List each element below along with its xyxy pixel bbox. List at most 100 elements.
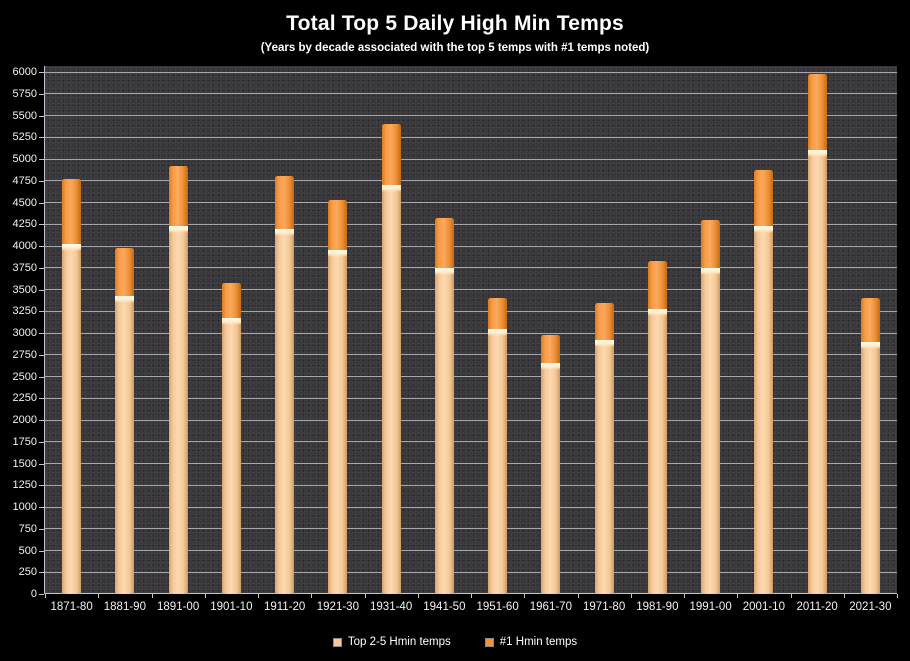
y-tick-label: 2500	[12, 370, 37, 383]
y-tick-label: 500	[18, 544, 37, 557]
bar-bevel-highlight	[861, 298, 880, 303]
bar-segment-top25-2011-20	[807, 150, 827, 594]
gridline	[45, 245, 897, 247]
bar-bevel-highlight	[221, 317, 241, 325]
y-axis-tick	[39, 180, 44, 182]
y-tick-label: 4250	[12, 218, 37, 231]
y-tick-label: 5500	[12, 109, 37, 122]
gridline	[45, 397, 897, 399]
y-tick-label: 2250	[12, 392, 37, 405]
gridline	[45, 71, 897, 73]
bar-bevel-highlight	[435, 218, 454, 223]
y-tick-label: 250	[18, 566, 37, 579]
legend: Top 2-5 Hmin temps #1 Hmin temps	[0, 632, 910, 652]
x-axis-tick	[311, 594, 313, 598]
gridline	[45, 115, 897, 116]
x-tick-label: 1921-30	[316, 601, 359, 613]
y-axis-tick	[39, 376, 44, 378]
x-axis-line	[44, 593, 897, 594]
y-axis-tick	[39, 550, 44, 552]
bar-bevel-highlight	[541, 363, 561, 371]
gridline	[45, 202, 897, 203]
gridline	[45, 289, 897, 290]
gridline	[45, 571, 897, 573]
gridline	[45, 267, 897, 269]
bar-bevel-highlight	[648, 261, 667, 266]
x-tick-label: 1941-50	[423, 601, 466, 613]
bar-segment-top25-1991-00	[701, 267, 721, 594]
y-tick-label: 5750	[12, 87, 37, 100]
bar-segment-no1-1991-00	[701, 219, 721, 268]
bar-segment-top25-1881-90	[115, 296, 135, 594]
y-tick-label: 4500	[12, 196, 37, 209]
x-tick-label: 1901-10	[210, 601, 253, 613]
x-tick-label: 2011-20	[796, 601, 838, 613]
bar-bevel-highlight	[754, 226, 774, 234]
gridline	[45, 310, 897, 312]
gridline	[45, 463, 897, 464]
bar-bevel-highlight	[381, 185, 401, 193]
y-axis-line	[44, 66, 45, 594]
legend-item-top25: Top 2-5 Hmin temps	[332, 636, 451, 648]
y-axis-tick	[39, 463, 44, 465]
x-tick-label: 1911-20	[263, 601, 306, 613]
bar-segment-no1-1881-90	[115, 248, 135, 297]
y-axis-tick	[39, 72, 44, 73]
bar-bevel-highlight	[115, 248, 134, 253]
legend-label-top25: Top 2-5 Hmin temps	[347, 636, 451, 648]
y-tick-label: 750	[18, 522, 37, 535]
legend-item-no1: #1 Hmin temps	[484, 636, 577, 648]
bar-segment-no1-1981-90	[647, 261, 667, 310]
bar-bevel-highlight	[382, 124, 401, 129]
x-tick-label: 1971-80	[583, 601, 626, 613]
bar-segment-no1-1941-50	[434, 217, 454, 268]
y-axis-tick	[39, 333, 44, 334]
bar-bevel-highlight	[647, 309, 667, 317]
bar-bevel-highlight	[275, 228, 295, 236]
x-axis-tick	[524, 594, 526, 598]
chart-title: Total Top 5 Daily High Min Temps	[286, 12, 624, 35]
bar-segment-no1-1901-10	[221, 282, 241, 318]
y-tick-label: 4000	[12, 240, 37, 252]
bar-segment-top25-1901-10	[221, 317, 241, 594]
bar-bevel-highlight	[328, 200, 347, 205]
y-tick-label: 1750	[12, 435, 37, 448]
bar-segment-no1-1931-40	[381, 124, 401, 186]
x-axis-tick	[98, 594, 100, 598]
gridline	[45, 354, 897, 356]
y-tick-label: 5250	[12, 131, 37, 144]
y-tick-label: 1250	[12, 479, 37, 492]
bar-bevel-highlight	[62, 243, 82, 251]
bar-bevel-highlight	[115, 296, 135, 304]
bar-bevel-highlight	[169, 166, 188, 171]
x-axis-tick	[471, 594, 472, 598]
bar-segment-top25-1951-60	[488, 328, 508, 594]
bar-segment-top25-1941-50	[434, 267, 454, 594]
gridline	[45, 441, 897, 443]
bar-bevel-highlight	[275, 176, 294, 181]
legend-swatch-no1	[484, 637, 494, 647]
chart-subtitle: (Years by decade associated with the top…	[260, 42, 650, 54]
bar-bevel-highlight	[807, 150, 827, 158]
y-tick-label: 3250	[12, 305, 37, 318]
bar-segment-top25-1921-30	[328, 250, 348, 594]
bar-segment-no1-1961-70	[541, 335, 561, 364]
y-tick-label: 1500	[12, 457, 37, 470]
y-tick-label: 0	[30, 588, 37, 600]
bar-bevel-highlight	[701, 220, 720, 225]
gridline	[45, 136, 897, 138]
y-axis-tick	[39, 398, 44, 400]
x-tick-label: 2021-30	[849, 601, 892, 613]
y-tick-label: 6000	[12, 66, 37, 78]
bar-segment-no1-1891-00	[168, 165, 188, 227]
bar-bevel-highlight	[860, 341, 880, 349]
bar-segment-top25-1911-20	[275, 228, 295, 594]
y-axis-tick	[39, 224, 44, 226]
bar-segment-no1-1921-30	[328, 200, 348, 251]
bar-segment-no1-2011-20	[807, 74, 827, 151]
bar-segment-top25-1961-70	[541, 363, 561, 594]
x-axis-tick	[258, 594, 259, 598]
bar-bevel-highlight	[808, 74, 827, 79]
gridline	[45, 506, 897, 508]
